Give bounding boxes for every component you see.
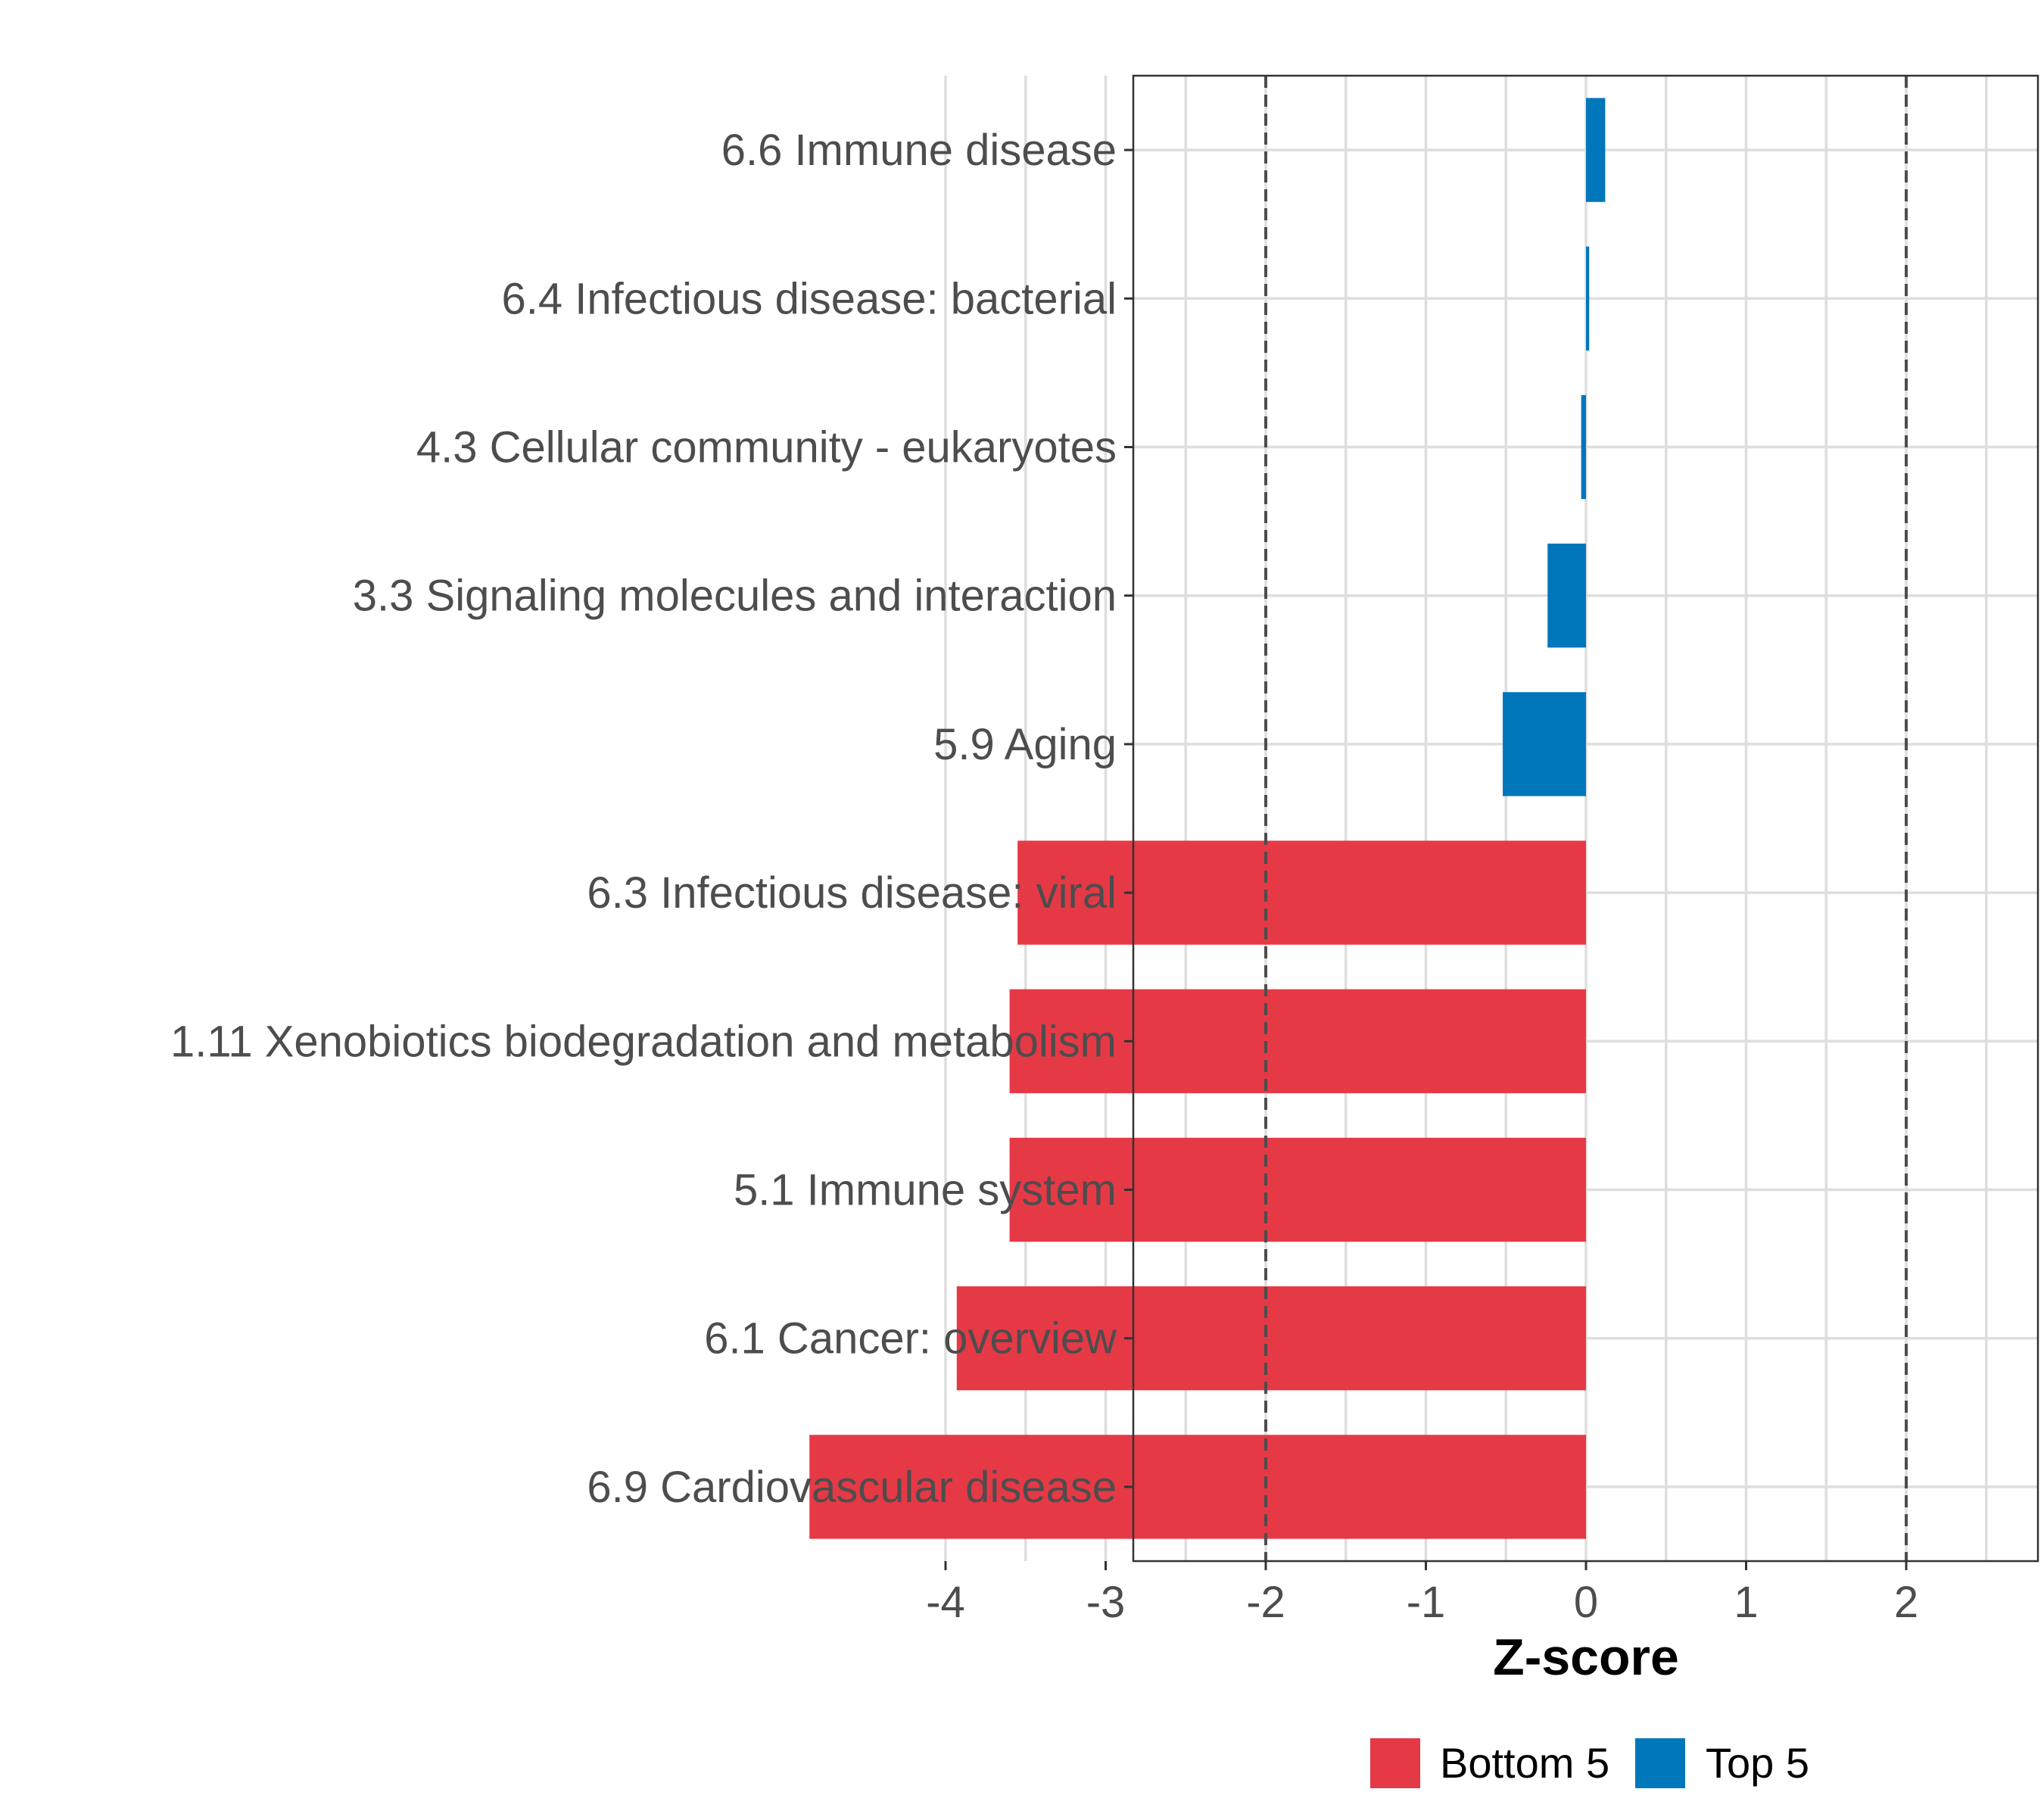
category-label: 6.9 Cardiovascular disease <box>587 1463 1117 1512</box>
x-tick-label: 2 <box>1894 1578 1918 1627</box>
category-label: 3.3 Signaling molecules and interaction <box>353 572 1117 621</box>
category-label: 5.1 Immune system <box>734 1166 1117 1215</box>
bar <box>1009 1137 1586 1242</box>
legend: Bottom 5 Top 5 <box>1370 1738 1809 1788</box>
category-label: 6.4 Infectious disease: bacterial <box>502 274 1117 323</box>
bar <box>1009 989 1586 1093</box>
x-axis-ticks: -4-3-2-101234 <box>926 1561 1918 1627</box>
bar <box>1581 394 1586 500</box>
category-label: 5.9 Aging <box>933 720 1117 769</box>
category-label: 6.3 Infectious disease: viral <box>587 868 1117 918</box>
bar <box>809 1435 1586 1539</box>
legend-label: Top 5 <box>1706 1739 1809 1787</box>
x-tick-label: -4 <box>926 1578 965 1627</box>
category-label: 4.3 Cellular community - eukaryotes <box>416 423 1117 472</box>
bar <box>956 1286 1586 1391</box>
legend-swatch <box>1635 1738 1685 1788</box>
x-tick-label: 1 <box>1734 1578 1758 1627</box>
bar <box>1586 98 1606 202</box>
x-tick-label: -2 <box>1246 1578 1285 1627</box>
x-tick-label: -3 <box>1086 1578 1126 1627</box>
bars <box>809 98 1606 1539</box>
legend-swatch <box>1370 1738 1420 1788</box>
x-tick-label: -1 <box>1407 1578 1446 1627</box>
bar <box>1503 692 1586 796</box>
category-label: 1.11 Xenobiotics biodegradation and meta… <box>170 1017 1117 1066</box>
bar <box>1547 544 1586 648</box>
bar <box>1586 246 1590 351</box>
x-tick-label: 0 <box>1574 1578 1598 1627</box>
bar <box>1017 840 1586 945</box>
legend-label: Bottom 5 <box>1440 1739 1609 1787</box>
x-axis-title: Z-score <box>1493 1628 1679 1686</box>
category-labels: 6.6 Immune disease 6.4 Infectious disease… <box>170 126 1133 1512</box>
reference-lines <box>1264 76 1908 1561</box>
category-label: 6.6 Immune disease <box>721 126 1117 175</box>
category-label: 6.1 Cancer: overview <box>704 1314 1117 1364</box>
